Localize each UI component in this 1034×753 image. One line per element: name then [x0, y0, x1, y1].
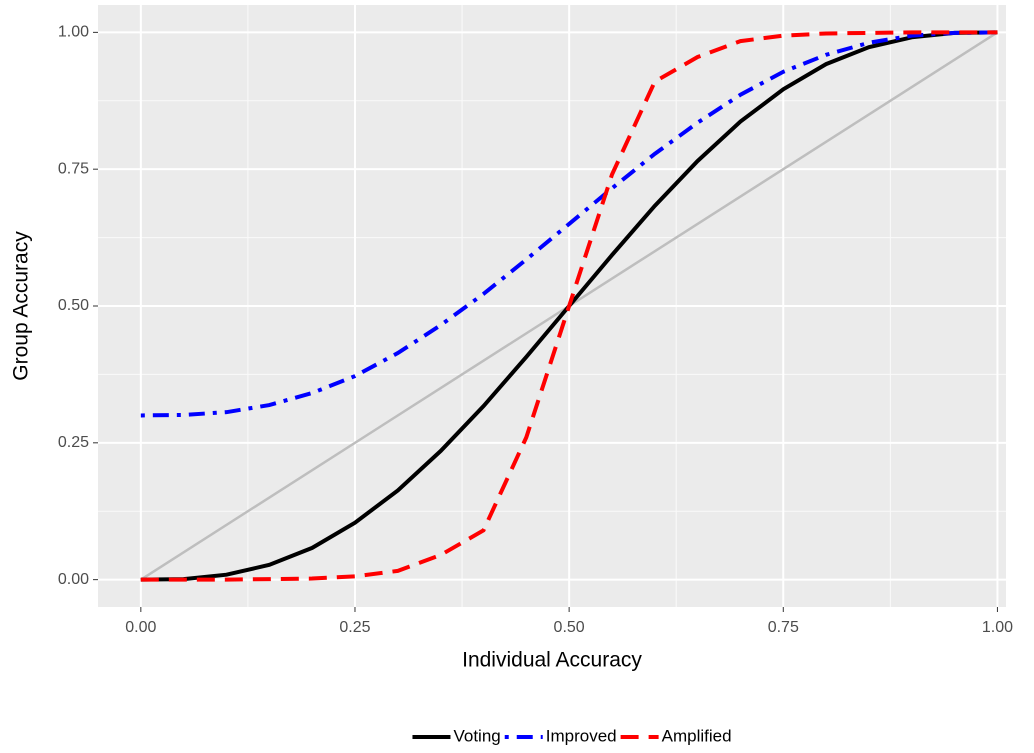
legend-label: Amplified: [662, 726, 732, 745]
y-tick-label: 0.75: [58, 160, 89, 177]
x-axis-title: Individual Accuracy: [462, 649, 642, 672]
x-tick-label: 1.00: [982, 619, 1013, 636]
y-axis-title: Group Accuracy: [10, 231, 33, 381]
y-tick-label: 0.50: [58, 297, 89, 314]
legend: Voting Improved Amplified: [412, 726, 732, 745]
legend-item: Amplified: [620, 726, 732, 745]
axes: 0.00 0.25 0.50 0.75 1.00 0.00 0.25 0.50 0.75 1.00: [58, 24, 1013, 637]
legend-label: Voting: [453, 726, 500, 745]
series-line: [140, 30, 998, 582]
lines: [140, 30, 999, 582]
y-tick-label: 0.25: [58, 434, 89, 451]
x-tick-label: 0.25: [339, 619, 370, 636]
x-tick-label: 0.00: [125, 619, 156, 636]
x-tick-label: 0.75: [768, 619, 799, 636]
legend-label: Improved: [546, 726, 617, 745]
x-tick-label: 0.50: [554, 619, 585, 636]
y-tick-label: 1.00: [58, 24, 89, 41]
legend-item: Voting: [412, 726, 501, 745]
legend-item: Improved: [504, 726, 617, 745]
series-line: [140, 30, 998, 418]
y-tick-label: 0.00: [58, 571, 89, 588]
